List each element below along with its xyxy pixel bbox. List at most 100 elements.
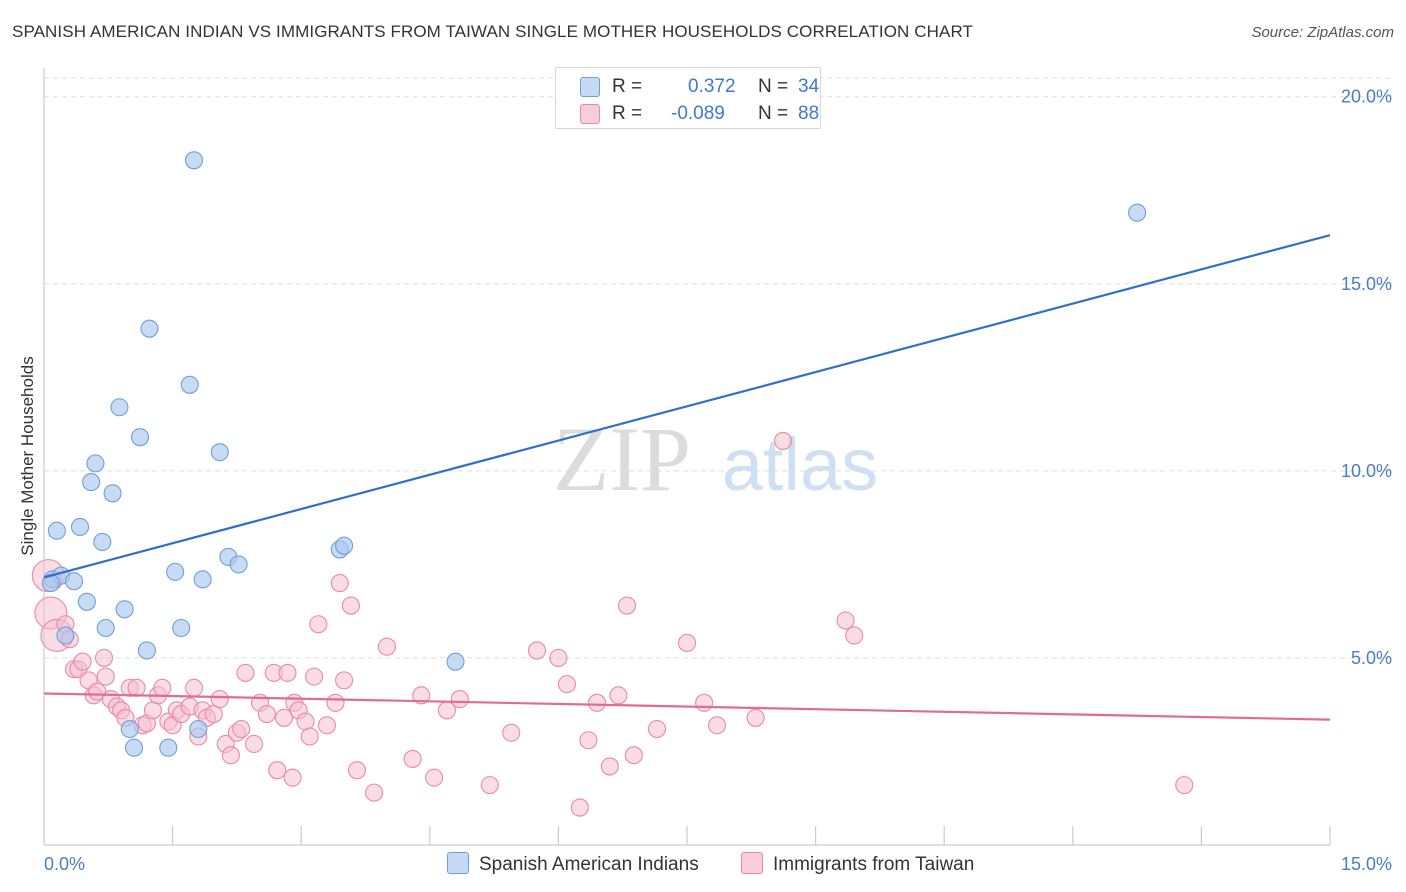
- data-point-taiwan: [143, 701, 162, 720]
- legend-r-label: R =: [612, 76, 643, 97]
- data-point-taiwan: [570, 798, 589, 817]
- data-point-spanish-american-indian: [184, 151, 204, 170]
- data-point-spanish-american-indian: [47, 521, 66, 540]
- data-point-taiwan: [502, 723, 521, 742]
- data-point-spanish-american-indian: [1128, 203, 1147, 222]
- data-point-taiwan: [1175, 776, 1194, 795]
- data-point-spanish-american-indian: [115, 600, 134, 619]
- data-point-spanish-american-indian: [64, 572, 84, 591]
- data-point-spanish-american-indian: [82, 473, 101, 492]
- data-point-spanish-american-indian: [159, 738, 178, 757]
- data-point-spanish-american-indian: [140, 319, 159, 338]
- data-point-spanish-american-indian: [130, 428, 150, 447]
- data-point-spanish-american-indian: [166, 562, 185, 581]
- gridlines: [44, 77, 1392, 659]
- y-tick-label: 20.0%: [1341, 87, 1392, 107]
- data-point-taiwan: [450, 690, 469, 709]
- data-point-spanish-american-indian: [120, 719, 139, 739]
- data-point-spanish-american-indian: [193, 570, 212, 589]
- data-point-taiwan: [341, 596, 360, 615]
- trend-lines: [43, 234, 1331, 721]
- y-tick-label: 10.0%: [1341, 461, 1392, 481]
- data-point-taiwan: [707, 716, 727, 735]
- data-point-taiwan: [403, 749, 422, 768]
- bottom-legend-spanish-american-indians: Spanish American Indians: [447, 852, 699, 876]
- data-point-spanish-american-indian: [229, 555, 248, 574]
- data-point-taiwan: [221, 746, 240, 765]
- legend-n-value: 34: [798, 76, 820, 97]
- data-point-spanish-american-indian: [77, 592, 96, 611]
- legend-n-label: N =: [758, 76, 789, 97]
- data-point-spanish-american-indian: [86, 454, 105, 473]
- data-point-taiwan: [377, 637, 396, 656]
- data-point-taiwan: [624, 746, 643, 765]
- y-tick-label: 15.0%: [1341, 274, 1392, 294]
- watermark-zip: ZIP: [553, 408, 691, 510]
- legend-r-value: 0.372: [688, 76, 736, 97]
- data-point-spanish-american-indian: [93, 532, 112, 551]
- data-point-taiwan: [210, 690, 229, 709]
- data-point-taiwan: [232, 719, 251, 739]
- x-tick-label: 15.0%: [1341, 854, 1392, 874]
- data-point-taiwan: [330, 574, 349, 593]
- data-point-spanish-american-indian: [189, 719, 208, 739]
- data-point-taiwan: [836, 611, 855, 630]
- data-point-taiwan: [278, 663, 297, 682]
- legend-n-value: 88: [798, 103, 820, 124]
- data-point-spanish-american-indian: [137, 641, 156, 660]
- data-point-spanish-american-indian: [210, 443, 229, 462]
- data-point-taiwan: [153, 678, 172, 697]
- data-point-taiwan: [244, 734, 264, 754]
- data-point-taiwan: [335, 671, 354, 690]
- data-point-taiwan: [73, 652, 92, 671]
- data-point-taiwan: [549, 648, 568, 667]
- data-point-taiwan: [557, 675, 577, 694]
- data-point-taiwan: [347, 761, 366, 780]
- data-point-taiwan: [257, 704, 276, 724]
- data-point-taiwan: [695, 693, 714, 712]
- data-point-taiwan: [236, 663, 255, 682]
- tick-labels: 5.0% 10.0% 15.0% 20.0% 0.0% 15.0%: [44, 87, 1392, 874]
- data-point-taiwan: [300, 727, 319, 746]
- chart-title: SPANISH AMERICAN INDIAN VS IMMIGRANTS FR…: [12, 22, 973, 41]
- watermark-atlas: atlas: [722, 423, 878, 506]
- data-point-spanish-american-indian: [70, 517, 90, 537]
- data-point-taiwan: [587, 693, 607, 712]
- data-point-taiwan: [94, 648, 114, 667]
- data-point-taiwan: [184, 678, 204, 697]
- data-point-taiwan: [326, 693, 345, 712]
- trend-line-spanish-american-indians: [43, 234, 1331, 579]
- data-point-taiwan: [617, 596, 637, 615]
- data-point-taiwan: [746, 708, 765, 727]
- y-tick-label: 5.0%: [1351, 648, 1392, 668]
- data-point-spanish-american-indian: [103, 484, 122, 503]
- trend-line-immigrants-from-taiwan: [43, 692, 1331, 721]
- data-point-taiwan: [317, 716, 336, 735]
- data-point-taiwan: [309, 615, 328, 634]
- legend-r-value: -0.089: [671, 103, 725, 124]
- data-point-spanish-american-indian: [124, 738, 144, 757]
- data-point-taiwan: [96, 667, 115, 686]
- legend-n-label: N =: [758, 103, 789, 124]
- bottom-legend-immigrants-from-taiwan: Immigrants from Taiwan: [741, 852, 974, 876]
- chart-source: Source: ZipAtlas.com: [1251, 24, 1394, 41]
- data-point-spanish-american-indian: [446, 652, 465, 671]
- legend-swatch-pink: [580, 104, 600, 124]
- data-point-taiwan: [365, 783, 384, 802]
- bottom-legend-label: Immigrants from Taiwan: [773, 854, 975, 875]
- data-point-taiwan: [527, 641, 547, 660]
- series-spanish-american-indians: [41, 151, 1147, 757]
- data-point-taiwan: [412, 686, 431, 705]
- data-point-spanish-american-indian: [172, 618, 191, 638]
- data-point-taiwan: [305, 667, 324, 686]
- data-point-taiwan: [600, 757, 619, 776]
- legend-swatch-blue: [580, 77, 600, 97]
- legend-r-label: R =: [612, 103, 643, 124]
- data-point-taiwan: [425, 768, 444, 787]
- correlation-legend: R = 0.372 N = 34 R = -0.089 N = 88: [555, 67, 821, 129]
- bottom-legend-swatch-pink: [741, 852, 763, 874]
- data-point-taiwan: [480, 776, 499, 795]
- data-point-taiwan: [579, 731, 598, 750]
- data-point-taiwan: [296, 712, 315, 731]
